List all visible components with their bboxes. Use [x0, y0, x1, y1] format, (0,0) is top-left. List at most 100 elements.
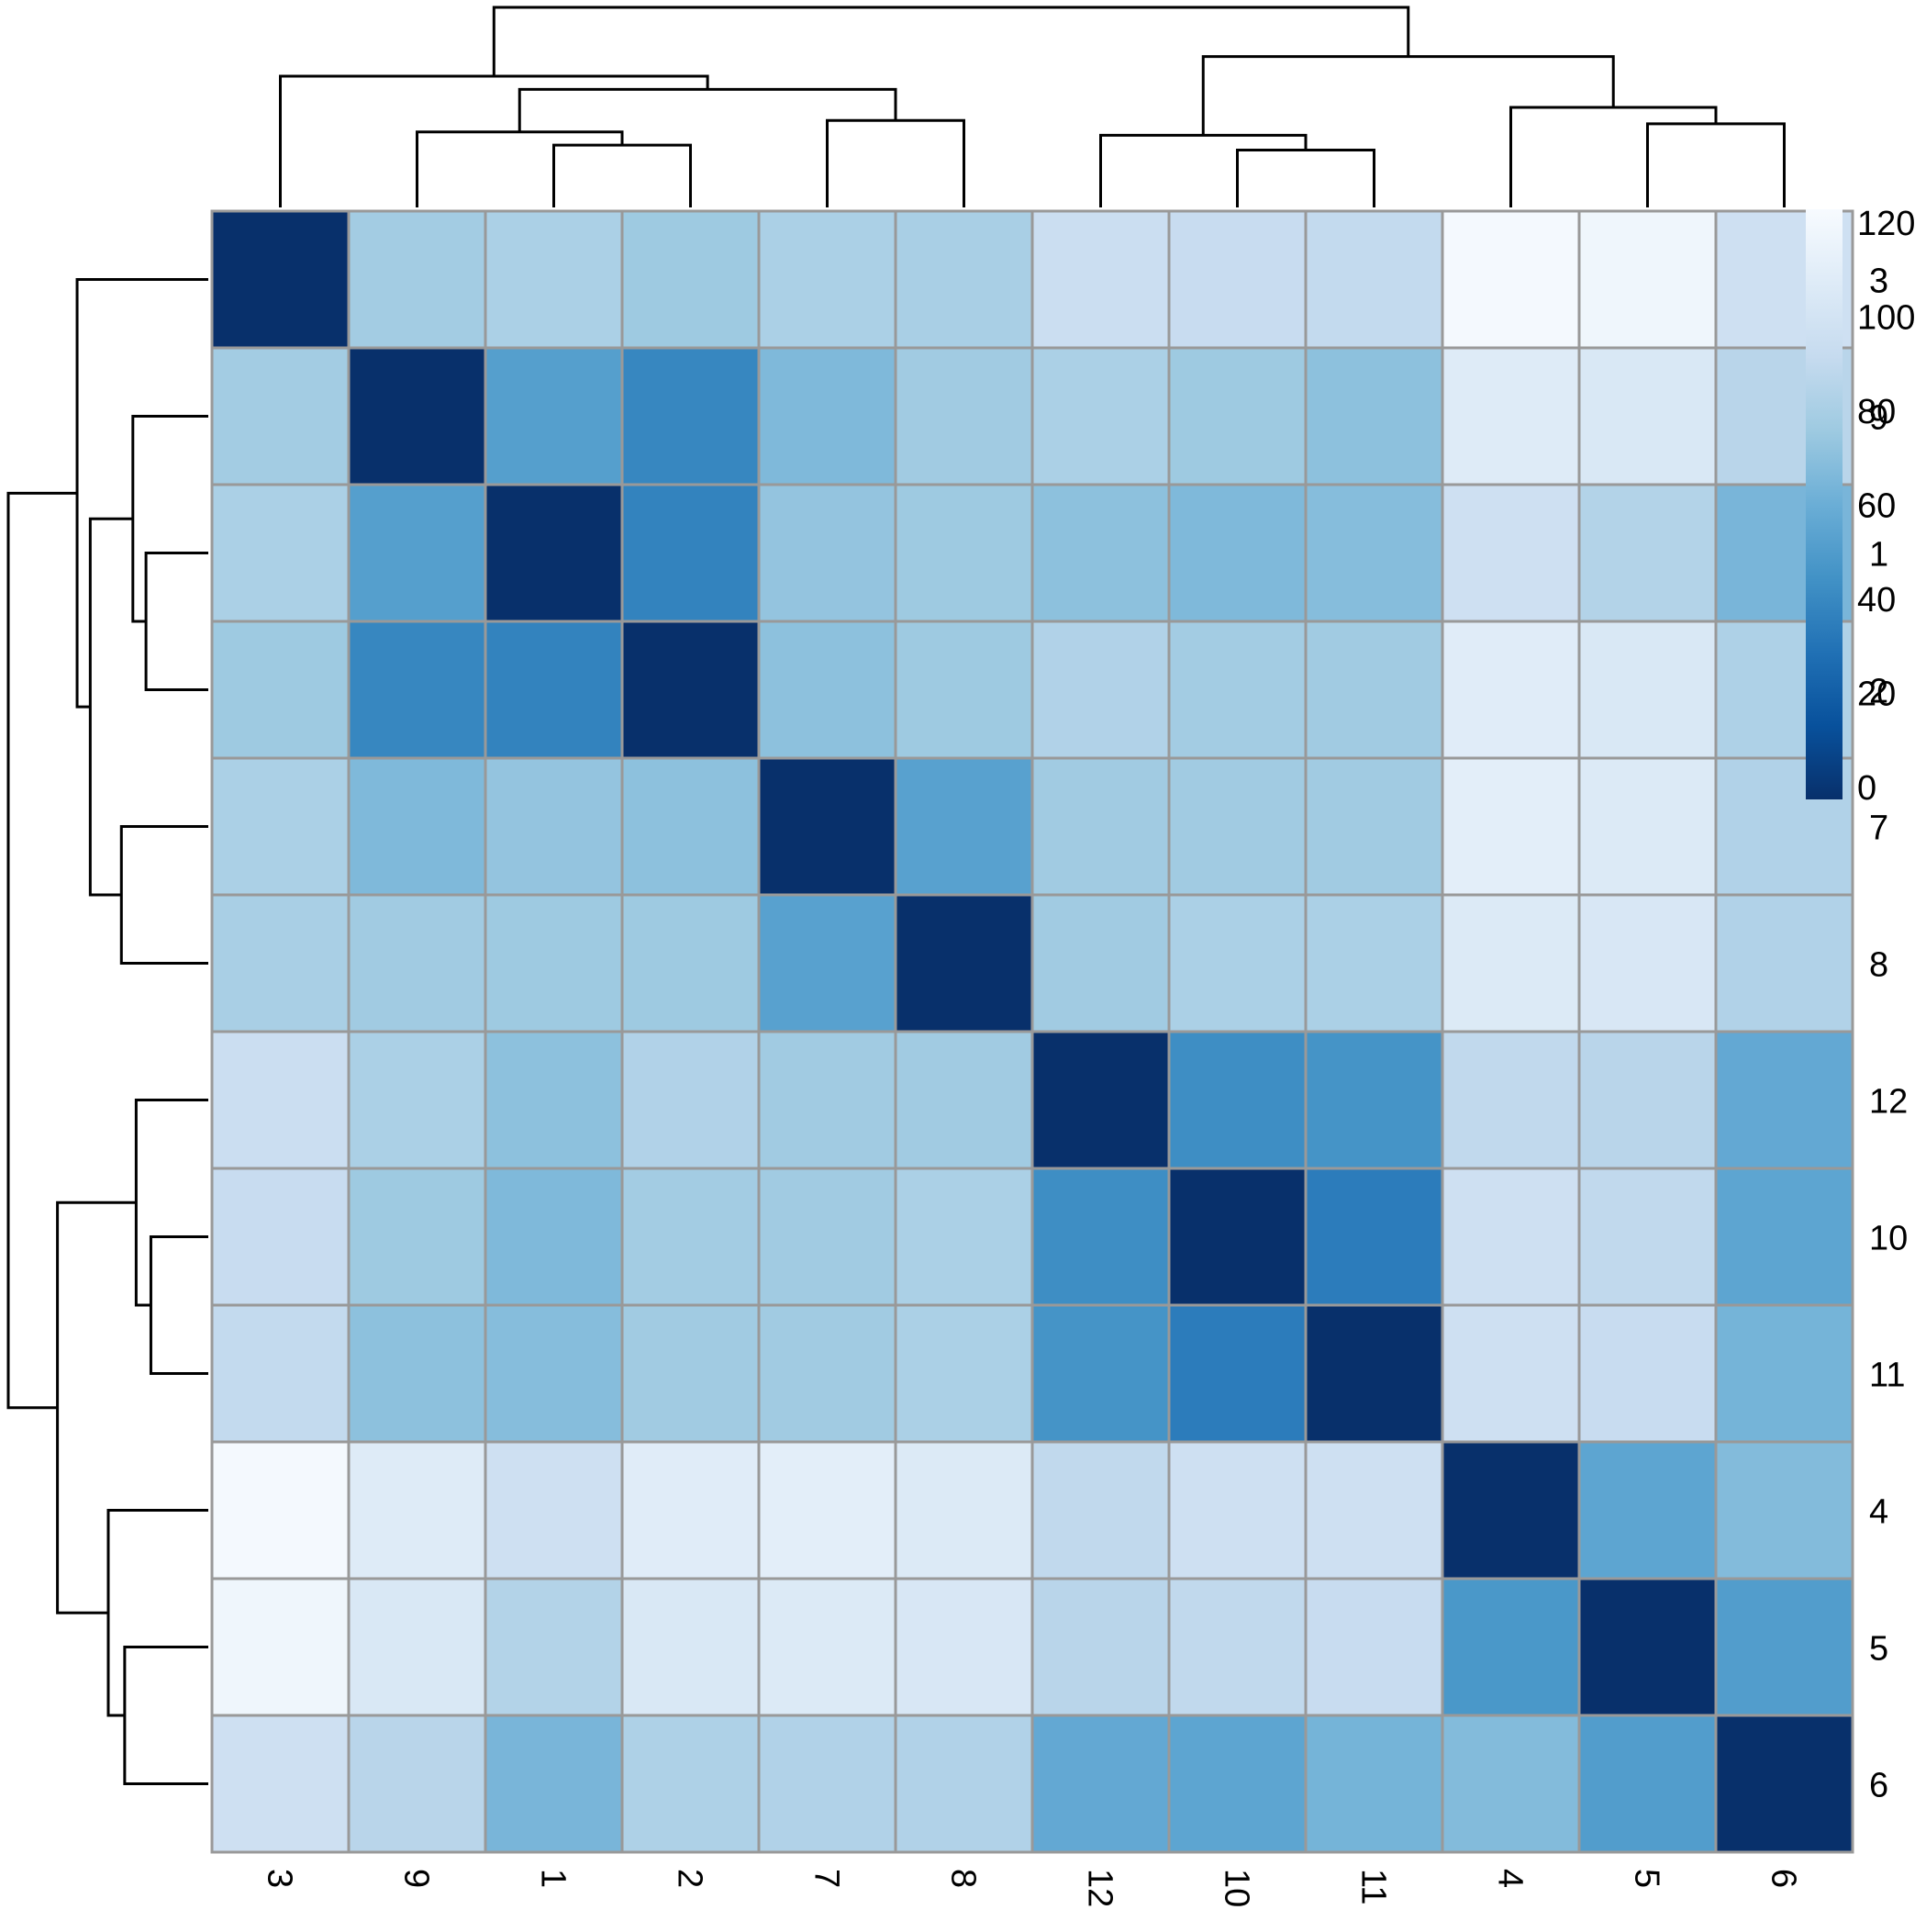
heatmap-cell-r4-c5 — [1577, 1440, 1718, 1580]
heatmap-cell-r3-c10 — [1167, 209, 1308, 350]
heatmap-cell-r4-c3 — [210, 1440, 351, 1580]
heatmap-cell-r6-c11 — [1304, 1714, 1444, 1854]
heatmap-cell-r5-c4 — [1441, 1577, 1581, 1717]
heatmap-cell-r9-c1 — [484, 346, 624, 486]
heatmap-cell-r3-c5 — [1577, 209, 1718, 350]
heatmap-cell-r10-c9 — [347, 1167, 487, 1307]
heatmap-cell-r2-c2 — [620, 620, 761, 760]
heatmap-cell-r6-c12 — [1030, 1714, 1171, 1854]
legend-color-bar — [1806, 209, 1843, 799]
heatmap-cell-r11-c4 — [1441, 1303, 1581, 1444]
heatmap-cell-r12-c4 — [1441, 1030, 1581, 1170]
heatmap-cell-r11-c12 — [1030, 1303, 1171, 1444]
heatmap-cell-r11-c3 — [210, 1303, 351, 1444]
heatmap-cell-r5-c7 — [757, 1577, 897, 1717]
column-label-7: 7 — [807, 1869, 846, 1888]
heatmap-cell-r12-c5 — [1577, 1030, 1718, 1170]
heatmap-cell-r5-c10 — [1167, 1577, 1308, 1717]
heatmap-cell-r2-c10 — [1167, 620, 1308, 760]
heatmap-cell-r1-c9 — [347, 483, 487, 623]
heatmap-cell-r9-c12 — [1030, 346, 1171, 486]
row-label-11: 11 — [1869, 1357, 1905, 1395]
heatmap-cell-r10-c4 — [1441, 1167, 1581, 1307]
heatmap-cell-r3-c3 — [210, 209, 351, 350]
row-label-2: 2 — [1869, 673, 1888, 711]
heatmap-cell-r1-c8 — [894, 483, 1034, 623]
heatmap-cell-r9-c10 — [1167, 346, 1308, 486]
heatmap-cell-r5-c8 — [894, 1577, 1034, 1717]
heatmap-cell-r3-c8 — [894, 209, 1034, 350]
heatmap-cell-r11-c7 — [757, 1303, 897, 1444]
legend-tick-80: 80 — [1857, 393, 1896, 431]
heatmap-cell-r9-c2 — [620, 346, 761, 486]
heatmap-cell-r11-c6 — [1714, 1303, 1854, 1444]
heatmap-cell-r8-c2 — [620, 893, 761, 1033]
row-dendrogram-branch-a — [131, 415, 208, 623]
column-dendrogram-branch-j — [1201, 55, 1615, 136]
column-labels: 3 9 1 2 7 8 12 10 11 4 5 6 — [261, 1869, 1803, 1907]
heatmap-cell-r2-c12 — [1030, 620, 1171, 760]
heatmap-cell-r3-c12 — [1030, 209, 1171, 350]
heatmap-cell-r6-c10 — [1167, 1714, 1308, 1854]
heatmap-cell-r11-c1 — [484, 1303, 624, 1444]
heatmap-cell-r8-c6 — [1714, 893, 1854, 1033]
heatmap-cell-r12-c11 — [1304, 1030, 1444, 1170]
column-dendrogram-branch-c — [1236, 148, 1375, 207]
heatmap-cell-r4-c7 — [757, 1440, 897, 1580]
row-dendrogram-branch-b — [119, 825, 208, 965]
heatmap-cell-r7-c9 — [347, 756, 487, 897]
row-label-6: 6 — [1869, 1767, 1888, 1805]
heatmap-cell-r5-c5 — [1577, 1577, 1718, 1717]
heatmap-cell-r10-c6 — [1714, 1167, 1854, 1307]
heatmap-cell-r8-c10 — [1167, 893, 1308, 1033]
heatmap-cell-r2-c4 — [1441, 620, 1581, 760]
heatmap-cell-r10-c7 — [757, 1167, 897, 1307]
legend-tick-60: 60 — [1857, 487, 1896, 526]
row-dendrogram-branch-k — [6, 491, 78, 1410]
heatmap-cell-r8-c12 — [1030, 893, 1171, 1033]
heatmap-cell-r10-c11 — [1304, 1167, 1444, 1307]
heatmap-cell-r7-c2 — [620, 756, 761, 897]
legend-tick-0: 0 — [1857, 769, 1876, 808]
heatmap-cell-r5-c9 — [347, 1577, 487, 1717]
heatmap-cell-r5-c1 — [484, 1577, 624, 1717]
heatmap-cell-r10-c10 — [1167, 1167, 1308, 1307]
row-label-5: 5 — [1869, 1630, 1888, 1669]
legend-tick-40: 40 — [1857, 581, 1896, 620]
row-label-3: 3 — [1869, 262, 1888, 301]
heatmap-cell-r12-c2 — [620, 1030, 761, 1170]
heatmap-cell-r5-c6 — [1714, 1577, 1854, 1717]
row-dendrogram-branch-c — [149, 1235, 208, 1375]
column-label-8: 8 — [944, 1869, 983, 1888]
heatmap-cell-r3-c11 — [1304, 209, 1444, 350]
row-label-7: 7 — [1869, 810, 1888, 848]
heatmap-cell-r1-c5 — [1577, 483, 1718, 623]
heatmap-cell-r6-c7 — [757, 1714, 897, 1854]
heatmap-cell-r1-c1 — [484, 483, 624, 623]
heatmap-cell-r4-c9 — [347, 1440, 487, 1580]
row-label-4: 4 — [1869, 1493, 1888, 1532]
heatmap-cell-r1-c12 — [1030, 483, 1171, 623]
heatmap-cell-r7-c4 — [1441, 756, 1581, 897]
heatmap-cell-r12-c1 — [484, 1030, 624, 1170]
heatmap-cell-r11-c2 — [620, 1303, 761, 1444]
heatmap-cell-r7-c5 — [1577, 756, 1718, 897]
heatmap-cell-r5-c11 — [1304, 1577, 1444, 1717]
heatmap-cell-r12-c3 — [210, 1030, 351, 1170]
heatmap-cell-r5-c3 — [210, 1577, 351, 1717]
heatmap-cell-r12-c7 — [757, 1030, 897, 1170]
column-dendrogram-branch-f — [518, 87, 897, 132]
heatmap-cell-r9-c5 — [1577, 346, 1718, 486]
heatmap-cell-r6-c1 — [484, 1714, 624, 1854]
heatmap-cell-r4-c2 — [620, 1440, 761, 1580]
heatmap-cell-r7-c12 — [1030, 756, 1171, 897]
heatmap-cell-r8-c8 — [894, 893, 1034, 1033]
heatmap-cell-r11-c10 — [1167, 1303, 1308, 1444]
heatmap-cell-r4-c6 — [1714, 1440, 1854, 1580]
legend-tick-120: 120 — [1857, 205, 1915, 243]
heatmap-cell-r12-c8 — [894, 1030, 1034, 1170]
column-label-4: 4 — [1491, 1869, 1530, 1888]
color-legend: 0 20 40 60 80 100 120 — [1806, 205, 1915, 808]
heatmap-cell-r11-c11 — [1304, 1303, 1444, 1444]
heatmap-cell-r12-c10 — [1167, 1030, 1308, 1170]
